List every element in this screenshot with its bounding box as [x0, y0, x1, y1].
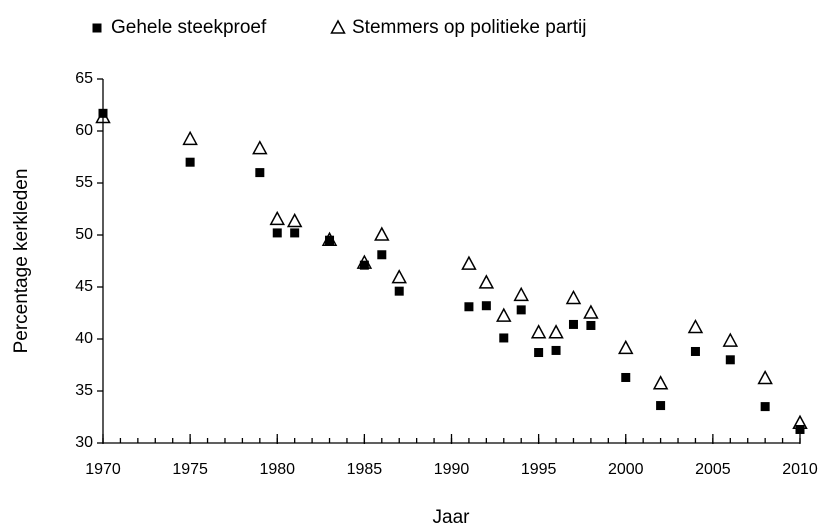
- square-marker: [795, 424, 805, 434]
- square-marker: [586, 320, 596, 330]
- square-marker: [725, 355, 735, 365]
- y-tick-label: 35: [75, 382, 93, 399]
- square-marker: [359, 260, 369, 270]
- triangle-marker: [530, 324, 547, 339]
- legend-label: Gehele steekproef: [111, 17, 267, 38]
- triangle-marker: [792, 414, 808, 429]
- square-marker: [516, 305, 526, 315]
- y-tick-label: 50: [75, 226, 93, 243]
- x-tick-label: 1980: [259, 461, 295, 478]
- square-marker: [760, 402, 770, 412]
- x-tick-label: 1975: [172, 461, 208, 478]
- triangle-marker: [513, 286, 529, 302]
- triangle-marker: [617, 339, 634, 355]
- triangle-marker: [652, 375, 669, 390]
- triangle-marker: [391, 269, 407, 284]
- triangle-marker: [182, 130, 198, 146]
- triangle-marker: [321, 231, 338, 246]
- square-marker: [98, 108, 108, 118]
- square-marker: [481, 301, 491, 311]
- x-tick-label: 1990: [434, 461, 470, 478]
- square-marker: [92, 23, 102, 33]
- square-marker: [534, 348, 544, 358]
- triangle-marker: [565, 289, 582, 305]
- triangle-marker: [374, 226, 390, 241]
- y-tick-label: 60: [75, 122, 93, 139]
- square-marker: [394, 286, 404, 296]
- square-marker: [621, 372, 631, 382]
- square-marker: [690, 346, 700, 356]
- square-marker: [568, 319, 578, 329]
- legend-label: Stemmers op politieke partij: [352, 17, 586, 38]
- triangle-marker: [330, 19, 346, 34]
- square-marker: [551, 345, 561, 355]
- y-axis-label: Percentage kerkleden: [11, 169, 32, 354]
- triangle-marker: [548, 324, 564, 339]
- x-tick-label: 1985: [347, 461, 383, 478]
- square-marker: [255, 168, 265, 178]
- square-marker: [325, 235, 335, 245]
- triangle-marker: [757, 369, 773, 385]
- square-marker: [377, 250, 387, 260]
- x-tick-label: 1970: [85, 461, 121, 478]
- triangle-marker: [478, 274, 495, 289]
- triangle-marker: [496, 307, 512, 322]
- y-tick-label: 40: [75, 330, 93, 347]
- y-tick-label: 55: [75, 174, 93, 191]
- square-marker: [656, 401, 666, 411]
- square-marker: [272, 228, 282, 238]
- square-marker: [185, 157, 195, 167]
- x-tick-label: 1995: [521, 461, 557, 478]
- triangle-marker: [461, 255, 477, 270]
- triangle-marker: [269, 210, 286, 226]
- x-tick-label: 2010: [782, 461, 818, 478]
- triangle-marker: [583, 304, 599, 319]
- triangle-marker: [95, 108, 111, 124]
- triangle-marker: [356, 254, 373, 269]
- square-marker: [290, 228, 300, 238]
- triangle-marker: [722, 332, 739, 347]
- square-marker: [499, 333, 509, 343]
- x-axis-label: Jaar: [433, 507, 471, 528]
- triangle-marker: [687, 318, 704, 334]
- x-tick-label: 2000: [608, 461, 644, 478]
- x-tick-label: 2005: [695, 461, 731, 478]
- triangle-marker: [286, 212, 303, 228]
- y-tick-label: 65: [75, 70, 93, 87]
- y-tick-label: 45: [75, 278, 93, 295]
- triangle-marker: [252, 140, 268, 155]
- square-marker: [464, 302, 474, 312]
- y-tick-label: 30: [75, 434, 93, 451]
